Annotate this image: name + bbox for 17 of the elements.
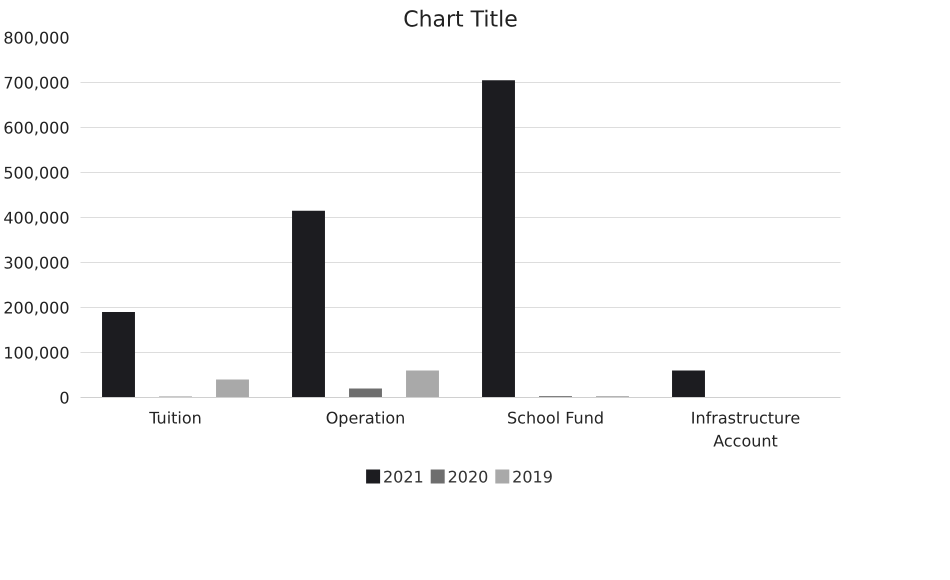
- legend-label: 2020: [448, 468, 488, 486]
- y-tick-label: 200,000: [3, 298, 70, 318]
- y-tick-label: 500,000: [3, 164, 70, 182]
- y-tick-label: 800,000: [3, 28, 70, 48]
- y-tick-label: 0: [59, 388, 70, 408]
- chart-title: Chart Title: [403, 8, 518, 32]
- legend-label: 2019: [512, 468, 553, 486]
- x-tick-label: School Fund: [507, 408, 604, 428]
- legend-label: 2021: [382, 468, 424, 486]
- x-tick-label: Operation: [326, 408, 406, 428]
- y-tick-label: 100,000: [3, 344, 70, 362]
- y-tick-label: 600,000: [3, 118, 70, 138]
- x-tick-label: Tuition: [148, 408, 202, 428]
- y-tick-label: 700,000: [3, 74, 70, 92]
- x-tick-label: Infrastructure Account: [690, 408, 800, 450]
- y-tick-label: 400,000: [3, 208, 70, 228]
- y-tick-label: 300,000: [3, 254, 70, 272]
